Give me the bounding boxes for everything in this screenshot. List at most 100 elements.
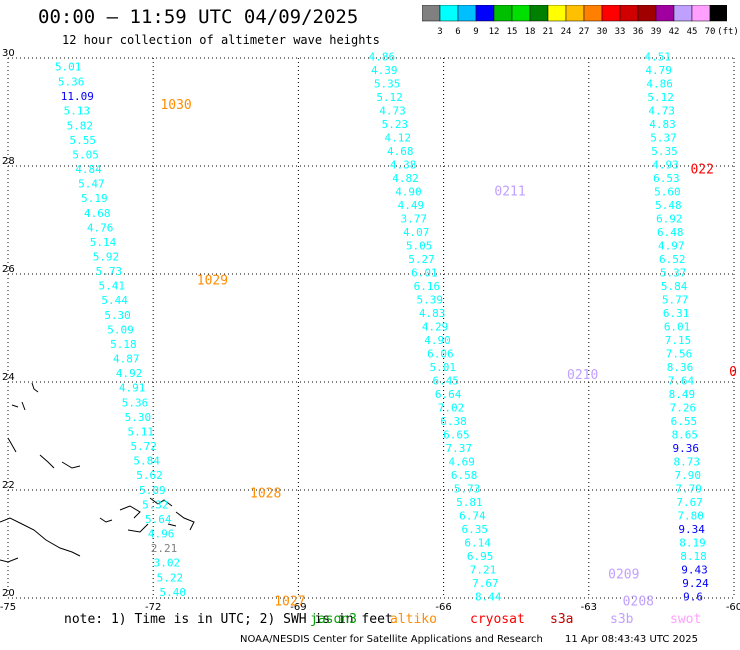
color-scale-label: 45 (686, 27, 698, 37)
coastline-bahamas-north (7, 382, 81, 469)
legend-satellite-altiko: altiko (390, 612, 437, 627)
wave-height-value: 5.05 (72, 148, 99, 161)
caribbean-coastlines (0, 382, 195, 563)
wave-height-value: 5.39 (416, 294, 443, 307)
color-scale-label: 30 (596, 27, 608, 37)
altimeter-track: 5.015.3611.095.135.825.555.054.845.475.1… (55, 60, 306, 609)
wave-height-value: 7.15 (665, 334, 692, 347)
legend-satellite-jason3: jason3 (310, 612, 357, 627)
longitude-tick-label: -75 (0, 602, 16, 612)
wave-height-value: 6.58 (451, 469, 478, 482)
wave-height-value: 4.92 (116, 367, 143, 380)
legend-note: note: 1) Time is in UTC; 2) SWH is in fe… (64, 612, 393, 627)
wave-height-value: 5.62 (136, 469, 163, 482)
wave-height-value: 6.65 (443, 429, 470, 442)
wave-height-value: 6.74 (459, 510, 486, 523)
altimeter-track: 4.864.395.355.124.735.234.124.684.384.82… (369, 51, 654, 610)
wave-height-value: 5.01 (430, 361, 457, 374)
wave-height-value: 4.90 (424, 334, 451, 347)
wave-height-value: 6.35 (462, 523, 489, 536)
wave-height-value: 5.37 (650, 132, 677, 145)
generated-timestamp: 11 Apr 08:43:43 UTC 2025 (565, 634, 698, 645)
legend-satellite-swot: swot (670, 612, 702, 627)
wave-height-value: 7.79 (675, 483, 702, 496)
wave-height-value: 6.01 (664, 321, 691, 334)
wave-height-value: 3.77 (401, 213, 428, 226)
wave-height-value: 5.64 (145, 513, 172, 526)
longitude-tick-label: -60 (726, 602, 740, 612)
lat-lon-grid: -75 -72 -69 -66 -63 -60 30 28 26 24 22 20 (0, 48, 740, 612)
wave-height-value: 4.68 (84, 207, 111, 220)
legend-line: note: 1) Time is in UTC; 2) SWH is in fe… (64, 612, 393, 627)
wave-height-value: 4.76 (87, 221, 114, 234)
color-scale-label: 27 (578, 27, 590, 37)
wave-height-value: 7.64 (668, 375, 695, 388)
wave-height-value: 4.69 (448, 456, 475, 469)
wave-height-value: 5.47 (78, 178, 105, 191)
longitude-tick-label: -63 (581, 602, 597, 612)
wave-height-value: 6.14 (464, 537, 491, 550)
longitude-tick-label: -66 (435, 602, 451, 612)
wave-height-value: 5.12 (376, 91, 403, 104)
pass-time-label: 1027 (274, 595, 305, 610)
wave-height-value: 5.18 (110, 338, 136, 351)
wave-height-value: 5.09 (139, 484, 166, 497)
color-scale-label: 24 (560, 27, 572, 37)
color-scale-label: 21 (542, 27, 554, 37)
wave-height-value: 5.14 (90, 236, 117, 249)
color-scale-label: 42 (668, 27, 680, 37)
color-scale-label: 70 (704, 27, 716, 37)
wave-height-value: 4.29 (422, 321, 449, 334)
wave-height-value: 4.86 (646, 78, 673, 91)
longitude-tick-label: -72 (145, 602, 161, 612)
wave-height-value: 4.38 (390, 159, 417, 172)
wave-height-value: 6.16 (414, 280, 441, 293)
wave-height-value: 9.43 (681, 564, 708, 577)
wave-height-value: 4.91 (119, 382, 146, 395)
color-scale-label: 3 (437, 27, 443, 37)
altimeter-track: 4.514.794.865.124.734.835.375.354.936.53… (644, 51, 737, 604)
wave-height-value: 5.77 (662, 294, 689, 307)
wave-height-value: 4.39 (371, 64, 398, 77)
wave-height-value: 6.95 (467, 550, 494, 563)
wave-height-value: 6.01 (411, 267, 438, 280)
latitude-tick-label: 28 (2, 156, 15, 167)
wave-height-value: 7.67 (676, 496, 703, 509)
wave-height-value: 5.55 (69, 134, 96, 147)
wave-height-value: 6.52 (659, 253, 686, 266)
wave-height-value: 9.6 (683, 591, 703, 604)
wave-height-value: 4.97 (658, 240, 685, 253)
pass-time-label: 1028 (250, 487, 281, 502)
coastline-cuba-hispaniola (0, 497, 195, 563)
wave-height-value: 6.31 (663, 307, 690, 320)
wave-height-value: 8.36 (667, 361, 694, 374)
latitude-tick-label: 26 (2, 264, 15, 275)
wave-height-value: 4.73 (379, 105, 406, 118)
wave-height-value: 9.34 (678, 523, 705, 536)
wave-height-value: 5.37 (660, 267, 687, 280)
wave-height-value: 8.19 (679, 537, 706, 550)
wave-height-value: 8.49 (669, 388, 696, 401)
wave-height-value: 4.79 (645, 64, 672, 77)
wave-height-value: 4.82 (392, 172, 419, 185)
wave-height-value: 8.65 (672, 429, 699, 442)
wave-height-value: 5.36 (58, 76, 85, 89)
wave-height-value: 5.27 (408, 253, 435, 266)
wave-height-value: 5.35 (374, 78, 401, 91)
wave-height-value: 6.45 (432, 375, 459, 388)
wave-height-value: 9.24 (682, 577, 709, 590)
longitude-tick-label: -69 (290, 602, 306, 612)
wave-height-value: 6.53 (653, 172, 680, 185)
wave-height-value: 5.44 (101, 294, 128, 307)
color-scale-label: 9 (473, 27, 479, 37)
wave-height-value: 5.35 (651, 145, 678, 158)
wave-height-value: 5.11 (128, 425, 155, 438)
wave-height-value: 4.96 (148, 528, 175, 541)
wave-height-value: 5.81 (456, 496, 483, 509)
wave-height-value: 2.21 (151, 542, 178, 555)
wave-height-value: 7.56 (666, 348, 693, 361)
wave-height-value: 4.90 (395, 186, 422, 199)
color-scale-label: (ft) (717, 27, 739, 37)
wave-height-value: 3.02 (154, 557, 181, 570)
latitude-tick-label: 24 (2, 372, 15, 383)
